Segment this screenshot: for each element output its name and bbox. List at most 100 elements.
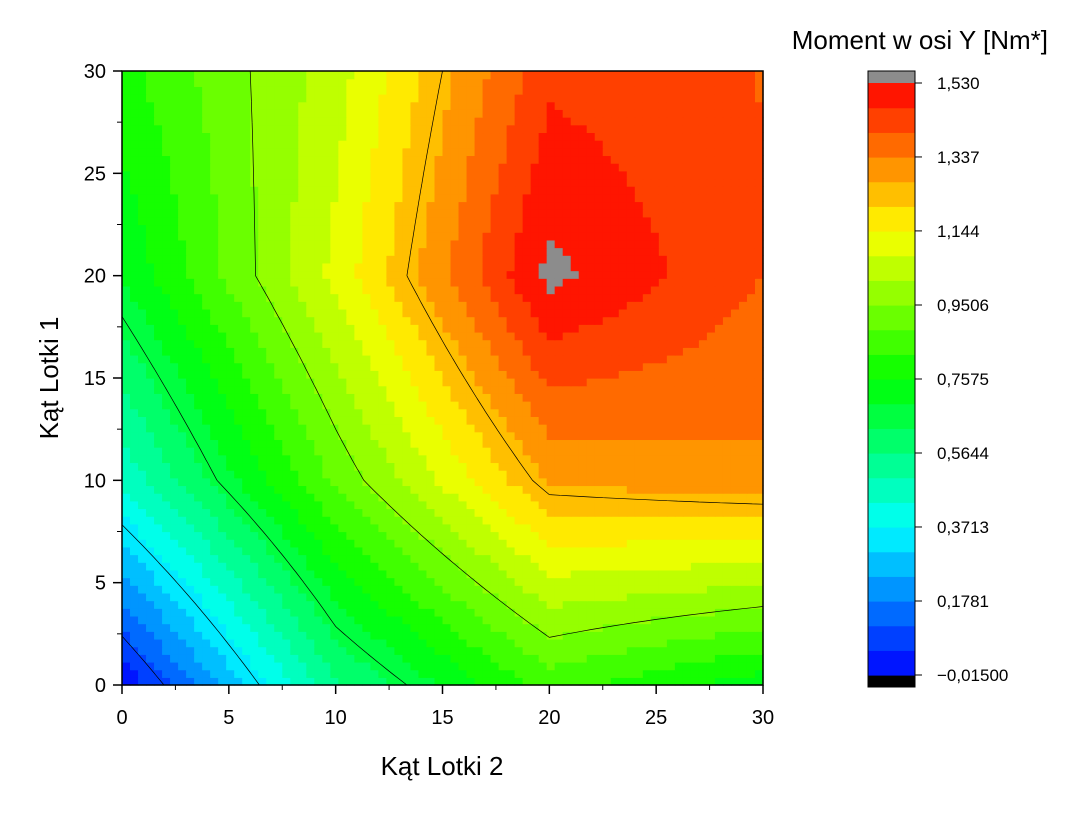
contour-cell [234,477,243,487]
contour-cell [522,232,532,241]
contour-cell [722,324,732,333]
contour-cell [298,293,307,302]
contour-cell [538,285,548,295]
contour-cell [226,431,235,441]
contour-cell [234,516,243,525]
contour-cell [226,324,235,333]
contour-cell [610,623,620,632]
contour-cell [658,677,668,686]
contour-cell [218,401,227,410]
contour-cell [482,470,492,479]
contour-cell [434,285,444,295]
contour-cell [234,485,243,494]
contour-cell [658,331,668,341]
contour-cell [450,516,460,525]
contour-cell [554,669,564,678]
contour-cell [194,508,203,517]
contour-cell [338,592,347,602]
contour-cell [314,354,323,364]
contour-cell [546,554,556,563]
contour-cell [346,416,355,425]
contour-cell [250,638,259,648]
contour-cell [266,424,275,433]
contour-cell [554,308,564,318]
contour-cell [354,378,363,387]
contour-cell [178,255,187,264]
contour-cell [354,293,363,302]
contour-cell [130,270,139,279]
contour-cell [410,308,420,318]
contour-cell [674,523,684,533]
contour-cell [626,608,636,617]
contour-cell [386,447,396,456]
contour-cell [738,439,748,448]
contour-cell [202,577,211,586]
contour-cell [498,401,508,410]
contour-cell [434,615,444,625]
contour-cell [138,393,147,402]
contour-cell [594,508,604,517]
contour-cell [306,638,315,648]
contour-cell [506,270,516,279]
contour-cell [202,669,211,678]
contour-cell [370,278,379,287]
contour-cell [402,201,412,210]
contour-cell [226,255,235,264]
contour-cell [458,477,468,487]
contour-cell [530,654,540,663]
contour-cell [258,546,267,556]
contour-cell [746,493,756,502]
contour-cell [714,638,724,648]
contour-cell [138,362,147,371]
contour-cell [514,339,524,348]
contour-cell [274,362,283,371]
contour-cell [338,677,347,686]
contour-cell [274,301,283,310]
contour-cell [570,462,580,471]
contour-cell [514,470,524,479]
contour-cell [474,431,484,441]
contour-cell [754,431,764,441]
contour-cell [586,638,596,648]
contour-cell [666,608,676,617]
contour-cell [154,585,163,594]
contour-cell [282,477,291,487]
contour-cell [746,385,756,394]
contour-cell [186,585,195,594]
contour-cell [698,339,708,348]
contour-cell [746,500,756,510]
contour-cell [290,485,299,494]
contour-cell [418,539,428,548]
contour-cell [170,239,179,249]
contour-cell [698,347,708,356]
contour-cell [538,516,548,525]
contour-cell [314,347,323,356]
contour-cell [498,592,508,602]
contour-cell [378,523,388,533]
contour-cell [242,470,251,479]
contour-cell [410,577,420,586]
contour-cell [274,646,283,655]
contour-cell [602,401,612,410]
contour-cell [194,354,203,364]
contour-cell [442,585,452,594]
contour-cell [538,592,548,602]
contour-cell [546,677,556,686]
contour-cell [202,623,211,632]
contour-cell [610,378,620,387]
contour-cell [666,209,676,218]
contour-cell [522,585,532,594]
contour-cell [314,408,323,417]
contour-cell [530,562,540,571]
contour-cell [178,669,187,678]
contour-cell [506,408,516,417]
contour-cell [266,677,275,686]
contour-cell [634,600,644,609]
contour-cell [402,408,412,417]
contour-cell [370,239,379,249]
contour-cell [298,462,307,471]
contour-cell [674,370,684,379]
contour-cell [162,278,171,287]
contour-cell [234,247,243,256]
contour-cell [330,401,339,410]
